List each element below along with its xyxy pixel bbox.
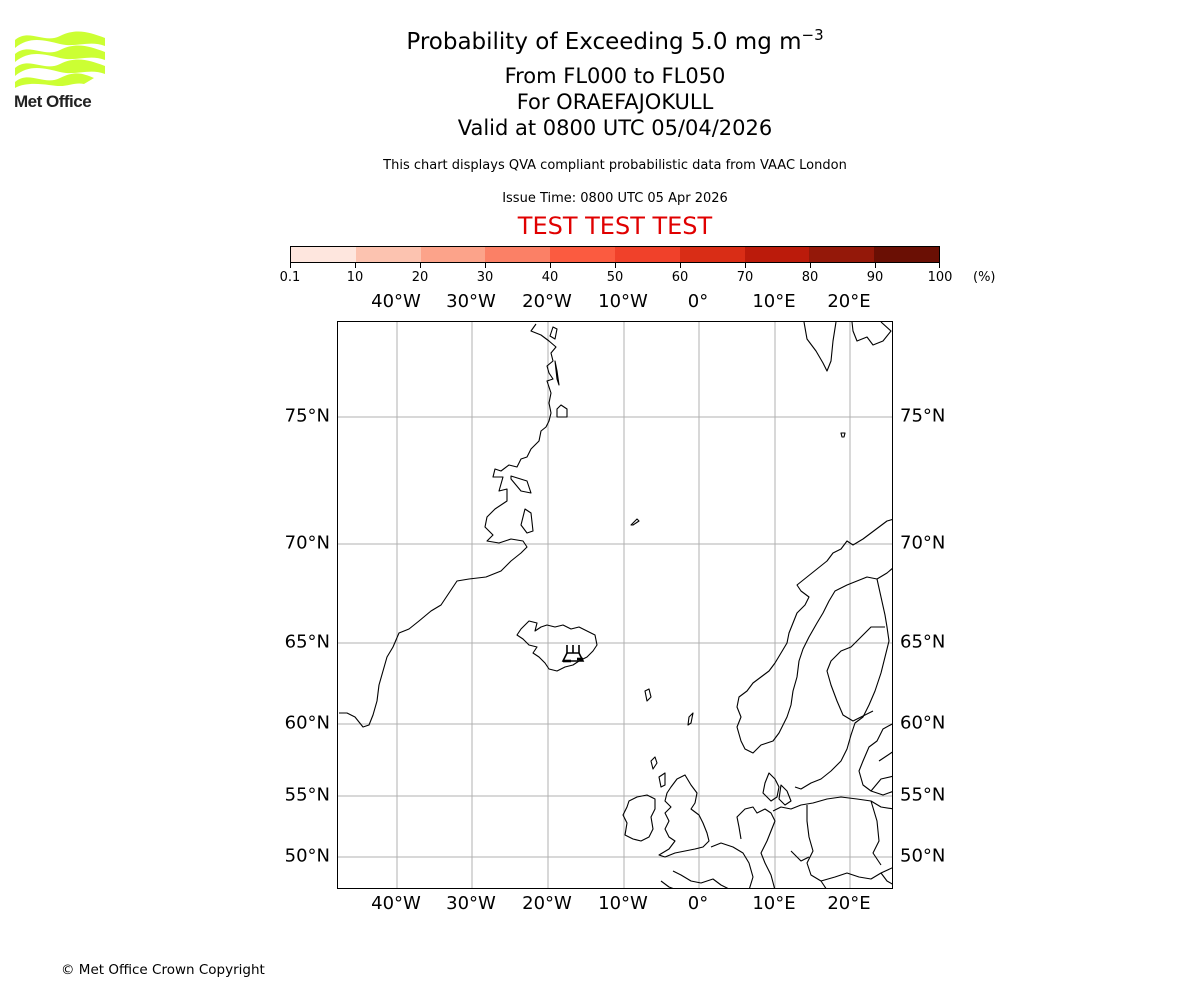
- issue-time: Issue Time: 0800 UTC 05 Apr 2026: [502, 191, 728, 206]
- colorbar-tick-label: 60: [671, 270, 689, 285]
- volcano-name: For ORAEFAJOKULL: [516, 90, 714, 114]
- longitude-label: 20°E: [827, 291, 871, 312]
- colorbar-tick-label: 100: [927, 270, 953, 285]
- colorbar-segment: [744, 247, 810, 262]
- colorbar-segment: [679, 247, 745, 262]
- latitude-label: 50°N: [900, 845, 946, 867]
- met-office-logo: Met Office: [14, 30, 108, 112]
- colorbar-segment: [420, 247, 486, 262]
- latitude-label: 75°N: [900, 405, 946, 427]
- colorbar-tick-label: 50: [606, 270, 624, 285]
- latitude-label: 60°N: [284, 712, 330, 734]
- met-office-wave-logo-icon: [15, 31, 105, 88]
- latitude-label: 65°N: [284, 631, 330, 653]
- longitude-label: 40°W: [371, 893, 421, 914]
- latitude-label: 65°N: [900, 631, 946, 653]
- colorbar-tick: [615, 263, 616, 268]
- latitude-label: 60°N: [900, 712, 946, 734]
- colorbar-segment: [550, 247, 615, 262]
- chart-description: This chart displays QVA compliant probab…: [383, 158, 847, 173]
- longitude-label: 0°: [687, 291, 709, 312]
- flight-levels: From FL000 to FL050: [504, 64, 726, 88]
- copyright-footer: © Met Office Crown Copyright: [61, 962, 265, 978]
- longitude-label: 20°W: [522, 291, 572, 312]
- longitude-label: 30°W: [446, 893, 496, 914]
- colorbar-tick-label: 70: [736, 270, 754, 285]
- colorbar-tick: [290, 263, 291, 268]
- graticule: [338, 322, 892, 888]
- colorbar-tick-label: 10: [346, 270, 364, 285]
- colorbar-tick: [550, 263, 551, 268]
- colorbar-tick: [875, 263, 876, 268]
- colorbar-segment: [485, 247, 551, 262]
- latitude-label: 70°N: [900, 532, 946, 554]
- colorbar-tick-label: 90: [866, 270, 884, 285]
- colorbar-segment: [874, 247, 939, 262]
- latitude-label: 70°N: [284, 532, 330, 554]
- colorbar-segment: [355, 247, 421, 262]
- colorbar-segment: [291, 247, 356, 262]
- latitude-label: 50°N: [284, 845, 330, 867]
- probability-colorbar: [290, 246, 940, 263]
- map-panel[interactable]: [337, 321, 893, 889]
- longitude-label: 20°E: [827, 893, 871, 914]
- map-svg: [338, 322, 892, 888]
- valid-time: Valid at 0800 UTC 05/04/2026: [457, 116, 773, 140]
- longitude-label: 40°W: [371, 291, 421, 312]
- latitude-label: 75°N: [284, 405, 330, 427]
- longitude-label: 10°W: [598, 291, 648, 312]
- title-text: Probability of Exceeding 5.0 mg m: [406, 29, 802, 55]
- colorbar-segment: [614, 247, 680, 262]
- longitude-label: 10°E: [752, 291, 796, 312]
- longitude-label: 30°W: [446, 291, 496, 312]
- logo-text: Met Office: [14, 92, 92, 111]
- colorbar-tick: [745, 263, 746, 268]
- colorbar-tick-label: 0.1: [279, 270, 301, 285]
- colorbar-tick: [939, 263, 940, 268]
- longitude-label: 10°W: [598, 893, 648, 914]
- colorbar-tick-label: 30: [476, 270, 494, 285]
- colorbar-tick-label: 80: [801, 270, 819, 285]
- colorbar-tick: [355, 263, 356, 268]
- colorbar-tick-label: 20: [411, 270, 429, 285]
- colorbar-tick: [680, 263, 681, 268]
- longitude-label: 10°E: [752, 893, 796, 914]
- colorbar-tick-label: 40: [541, 270, 559, 285]
- longitude-label: 0°: [687, 893, 709, 914]
- latitude-label: 55°N: [284, 784, 330, 806]
- test-banner: TEST TEST TEST: [517, 212, 713, 240]
- colorbar-unit: (%): [973, 270, 996, 285]
- colorbar-segment: [809, 247, 875, 262]
- colorbar-tick: [420, 263, 421, 268]
- colorbar-tick: [810, 263, 811, 268]
- title-exponent: −3: [801, 26, 824, 44]
- chart-title: Probability of Exceeding 5.0 mg m−3: [0, 26, 1200, 55]
- volcano-icon: [561, 645, 585, 663]
- coastlines: [339, 322, 892, 888]
- colorbar-tick: [485, 263, 486, 268]
- latitude-label: 55°N: [900, 784, 946, 806]
- longitude-label: 20°W: [522, 893, 572, 914]
